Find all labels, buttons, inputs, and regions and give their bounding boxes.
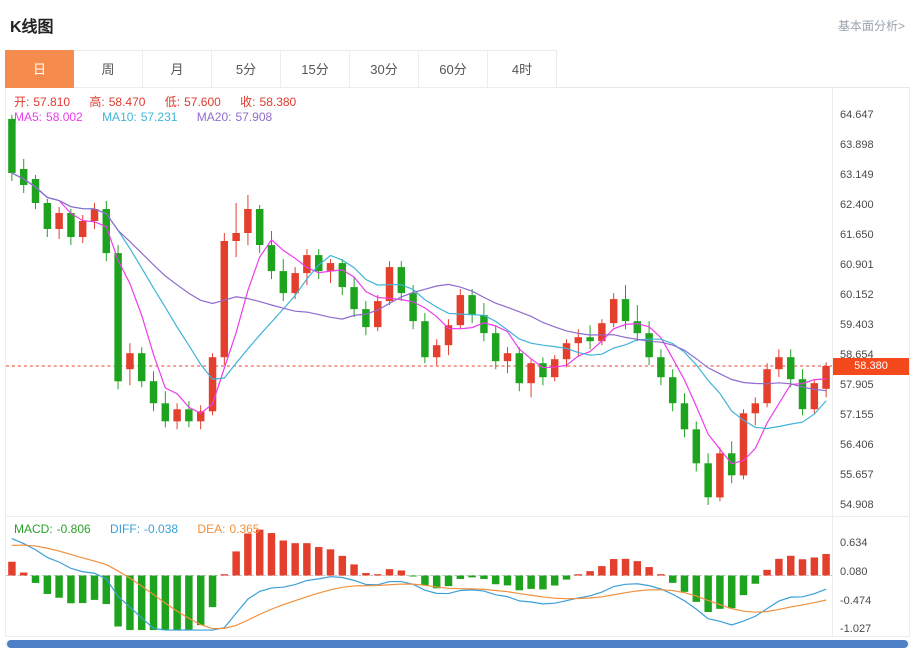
price-axis-label: 59.403 xyxy=(840,319,874,332)
tab-month[interactable]: 月 xyxy=(143,50,212,88)
price-axis-label: 63.149 xyxy=(840,169,874,181)
tab-5min[interactable]: 5分 xyxy=(212,50,281,88)
ma10-value: MA10: 57.231 xyxy=(102,110,178,124)
tab-15min[interactable]: 15分 xyxy=(281,50,350,88)
ma5-value: MA5: 58.002 xyxy=(14,110,83,124)
page-title: K线图 xyxy=(10,19,54,36)
ohlc-high: 高: 58.470 xyxy=(89,95,146,109)
macd-info: MACD: -0.806 DIFF: -0.038 DEA: 0.365 xyxy=(14,522,275,536)
tab-week[interactable]: 周 xyxy=(74,50,143,88)
macd-axis: 0.634 0.080 -0.474 -1.027 xyxy=(832,517,909,636)
macd-panel: MACD: -0.806 DIFF: -0.038 DEA: 0.365 0.634 0… xyxy=(6,516,909,636)
ohlc-close: 收: 58.380 xyxy=(240,95,297,109)
diff-value: DIFF: -0.038 xyxy=(110,522,179,536)
chart-frame: 开: 57.810 高: 58.470 低: 57.600 收: 58.380 MA5:… xyxy=(5,88,910,637)
macd-axis-label: 0.080 xyxy=(840,565,868,578)
price-axis: 58.380 64.647 63.898 63.149 62.400 61.650 60.… xyxy=(832,88,909,516)
scrollbar-thumb[interactable] xyxy=(7,640,908,648)
price-axis-label: 61.650 xyxy=(840,229,874,242)
current-price-badge: 58.380 xyxy=(833,357,909,375)
ohlc-open: 开: 57.810 xyxy=(14,95,71,109)
price-axis-label: 57.905 xyxy=(840,379,874,392)
header: K线图 基本面分析> xyxy=(5,0,910,50)
price-axis-label: 56.406 xyxy=(840,439,874,452)
ma-info: MA5: 58.002 MA10: 57.231 MA20: 57.908 xyxy=(14,110,288,124)
macd-axis-label: -1.027 xyxy=(840,623,872,635)
price-axis-label: 60.901 xyxy=(840,259,874,272)
tab-day[interactable]: 日 xyxy=(5,50,74,88)
price-axis-label: 57.155 xyxy=(840,409,874,422)
ohlc-info: 开: 57.810 高: 58.470 低: 57.600 收: 58.380 xyxy=(14,93,312,110)
price-axis-label: 62.400 xyxy=(840,199,874,211)
dea-value: DEA: 0.365 xyxy=(197,522,260,536)
price-axis-label: 60.152 xyxy=(840,289,874,302)
chart-scrollbar[interactable] xyxy=(5,640,910,648)
macd-plot[interactable]: MACD: -0.806 DIFF: -0.038 DEA: 0.365 xyxy=(6,517,832,636)
macd-axis-label: 0.634 xyxy=(840,537,868,550)
tab-60min[interactable]: 60分 xyxy=(419,50,488,88)
price-axis-label: 64.647 xyxy=(840,109,874,121)
main-chart-panel: 开: 57.810 高: 58.470 低: 57.600 收: 58.380 MA5:… xyxy=(6,88,909,516)
candlestick-plot[interactable]: 开: 57.810 高: 58.470 低: 57.600 收: 58.380 MA5:… xyxy=(6,88,832,516)
price-axis-label: 63.898 xyxy=(840,139,874,151)
tab-4hour[interactable]: 4时 xyxy=(488,50,557,88)
macd-axis-label: -0.474 xyxy=(840,594,872,607)
macd-svg xyxy=(6,529,832,631)
price-axis-label: 54.908 xyxy=(840,499,874,512)
price-axis-label: 55.657 xyxy=(840,469,874,482)
fundamental-analysis-link[interactable]: 基本面分析> xyxy=(837,18,905,33)
ohlc-low: 低: 57.600 xyxy=(164,95,221,109)
candlestick-svg xyxy=(6,114,832,505)
ma20-value: MA20: 57.908 xyxy=(196,110,273,124)
macd-value: MACD: -0.806 xyxy=(14,522,91,536)
timeframe-tabs: 日 周 月 5分 15分 30分 60分 4时 xyxy=(5,50,910,88)
tab-30min[interactable]: 30分 xyxy=(350,50,419,88)
